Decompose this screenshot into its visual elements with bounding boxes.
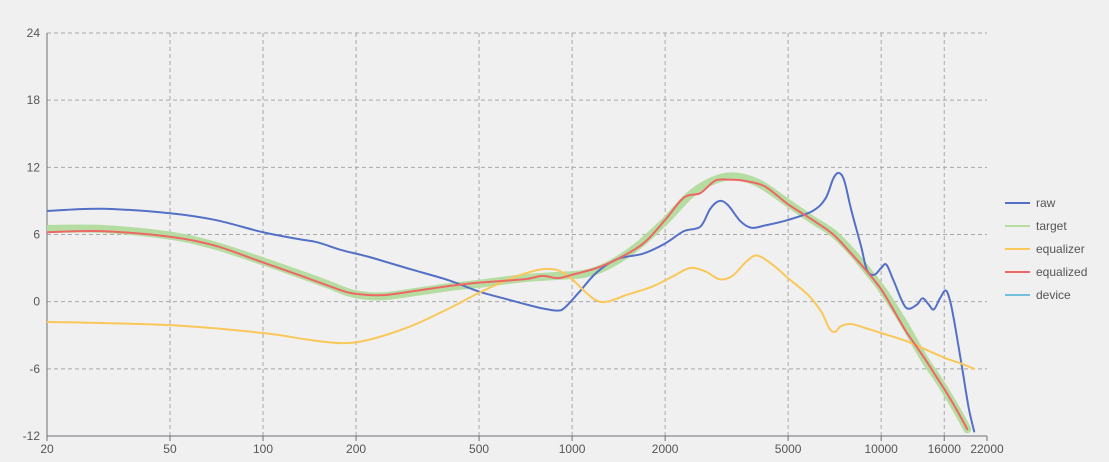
legend-item-device[interactable]: device (1005, 288, 1071, 302)
legend-label: equalized (1036, 265, 1087, 279)
series-lines (47, 171, 976, 434)
legend-item-target[interactable]: target (1005, 219, 1067, 233)
x-tick-label: 100 (253, 442, 273, 456)
legend: raw target equalizer equalized device (1005, 196, 1087, 302)
x-tick-label: 20 (40, 442, 54, 456)
series-line-equalized (47, 178, 969, 431)
x-tick-label: 2000 (652, 442, 679, 456)
grid (47, 32, 987, 436)
x-tick-label: 5000 (775, 442, 802, 456)
legend-label: device (1036, 288, 1071, 302)
series-line-equalizer (47, 254, 976, 370)
y-tick-label: 12 (27, 160, 41, 174)
legend-label: equalizer (1036, 242, 1085, 256)
y-tick-label: -6 (29, 362, 40, 376)
x-tick-label: 50 (163, 442, 177, 456)
legend-item-raw[interactable]: raw (1005, 196, 1056, 210)
x-tick-label: 22000 (970, 442, 1004, 456)
x-tick-label: 16000 (928, 442, 962, 456)
x-tick-label: 10000 (864, 442, 898, 456)
y-tick-label: 18 (27, 93, 41, 107)
y-tick-label: 0 (33, 295, 40, 309)
legend-label: target (1036, 219, 1067, 233)
y-tick-label: 24 (27, 26, 41, 40)
x-tick-label: 500 (469, 442, 489, 456)
x-tick-label: 1000 (559, 442, 586, 456)
legend-item-equalizer[interactable]: equalizer (1005, 242, 1085, 256)
legend-item-equalized[interactable]: equalized (1005, 265, 1087, 279)
y-tick-label: 6 (33, 228, 40, 242)
y-tick-label: -12 (23, 429, 41, 443)
series-line-raw (47, 171, 976, 433)
legend-label: raw (1036, 196, 1056, 210)
x-tick-label: 200 (346, 442, 366, 456)
